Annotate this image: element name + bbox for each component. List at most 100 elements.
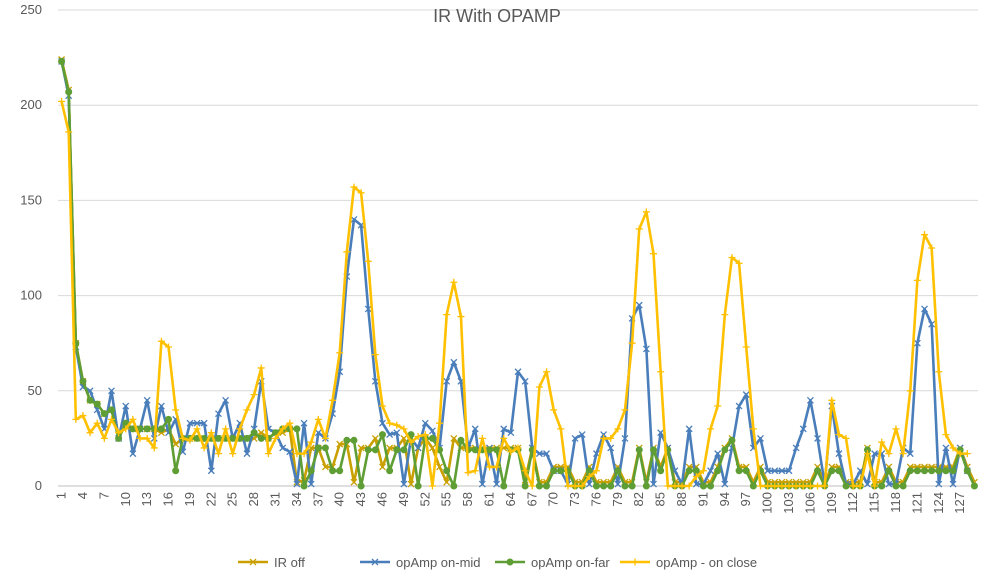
x-tick-label: 124 — [931, 492, 946, 514]
data-point — [935, 480, 943, 488]
x-tick-label: 88 — [674, 492, 689, 506]
x-tick-label: 49 — [396, 492, 411, 506]
legend-item: IR off — [238, 555, 305, 570]
data-point — [378, 431, 386, 439]
x-tick-label: 37 — [310, 492, 325, 506]
data-point — [835, 431, 843, 439]
data-point — [735, 259, 743, 267]
data-point — [871, 482, 879, 490]
data-point — [585, 467, 593, 475]
data-point — [707, 425, 715, 433]
data-point — [143, 434, 151, 442]
data-point — [942, 444, 950, 452]
data-point — [928, 467, 936, 475]
data-point — [257, 429, 265, 437]
data-point — [378, 402, 386, 410]
data-point — [621, 406, 629, 414]
x-tick-label: 25 — [225, 492, 240, 506]
axes: 0 50 100 150 200 250 1 4 7 10 13 16 19 22 25 28 31 34 37 40… — [20, 2, 978, 514]
data-point — [849, 482, 857, 490]
data-point — [963, 467, 971, 475]
data-point — [300, 419, 308, 427]
data-point — [592, 450, 600, 458]
x-tick-label: 55 — [439, 492, 454, 506]
data-point — [443, 467, 451, 475]
x-tick-label: 94 — [717, 492, 732, 506]
data-point — [250, 429, 258, 437]
data-point — [928, 320, 936, 328]
data-point — [628, 339, 636, 347]
data-point — [386, 431, 394, 439]
data-point — [421, 419, 429, 427]
data-point — [364, 446, 372, 454]
data-point — [521, 467, 529, 475]
data-point — [371, 377, 379, 385]
data-point — [657, 368, 665, 376]
data-point — [885, 480, 893, 488]
data-point — [357, 444, 365, 452]
data-point — [307, 438, 315, 446]
data-point — [614, 467, 622, 475]
data-point — [371, 434, 379, 442]
x-tick-label: 109 — [824, 492, 839, 514]
data-point — [436, 463, 444, 471]
data-point — [336, 467, 344, 475]
x-tick-label: 22 — [203, 492, 218, 506]
data-point — [400, 446, 408, 454]
x-tick-label: 70 — [546, 492, 561, 506]
data-point — [642, 482, 650, 490]
data-point — [307, 467, 315, 475]
data-point — [379, 463, 386, 471]
legend: IR off opAmp on-mid opAmp on-far opAmp - on… — [238, 555, 757, 570]
data-point — [272, 434, 280, 442]
data-point — [478, 434, 486, 442]
data-point — [635, 301, 643, 309]
x-tick-label: 112 — [845, 492, 860, 513]
x-tick-label: 100 — [760, 492, 775, 514]
x-tick-label: 67 — [524, 492, 539, 506]
x-tick-label: 127 — [952, 492, 967, 514]
data-point — [821, 482, 829, 490]
data-point — [592, 467, 600, 475]
data-point — [885, 450, 893, 458]
data-point — [921, 305, 928, 313]
data-point — [628, 482, 636, 490]
data-point — [913, 276, 921, 284]
legend-item: opAmp on-mid — [360, 555, 481, 570]
data-point — [906, 450, 914, 458]
data-point — [942, 431, 950, 439]
data-point — [535, 383, 543, 391]
data-point — [93, 400, 101, 408]
data-point — [407, 480, 415, 488]
data-point — [72, 415, 80, 423]
data-point — [942, 467, 950, 475]
data-point — [921, 467, 929, 475]
series-lines — [58, 56, 978, 490]
data-point — [193, 425, 201, 433]
data-point — [507, 429, 515, 437]
data-point — [321, 434, 329, 442]
data-point — [543, 450, 550, 458]
data-point — [885, 467, 893, 475]
data-point — [371, 446, 379, 454]
data-point — [506, 558, 514, 566]
data-point — [485, 463, 493, 471]
data-point — [742, 391, 750, 399]
data-point — [214, 434, 222, 442]
data-point — [571, 482, 579, 490]
data-point — [414, 482, 422, 490]
data-point — [386, 419, 394, 427]
data-point — [300, 482, 308, 490]
data-point — [200, 444, 208, 452]
data-point — [906, 387, 914, 395]
x-tick-label: 16 — [161, 492, 176, 506]
data-point — [229, 450, 237, 458]
data-point — [115, 429, 123, 437]
data-point — [407, 438, 415, 446]
data-point — [557, 425, 565, 433]
data-point — [172, 467, 180, 475]
data-point — [621, 434, 629, 442]
y-tick-label: 50 — [28, 383, 42, 398]
data-point — [428, 434, 436, 442]
